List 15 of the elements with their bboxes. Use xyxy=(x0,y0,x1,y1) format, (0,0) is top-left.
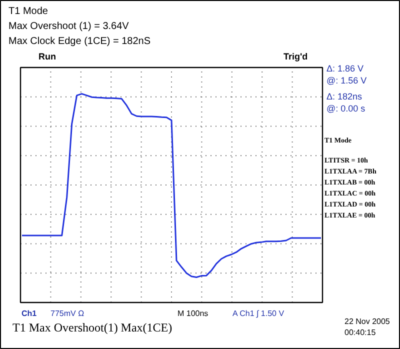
text: 775mV Ω xyxy=(50,309,84,318)
text: Run xyxy=(38,52,56,62)
text: Δ: 1.86 V xyxy=(326,64,364,74)
text: A Ch1 ∫ 1.50 V xyxy=(232,309,285,318)
text: Trig'd xyxy=(284,52,308,62)
text: @: 0.00 s xyxy=(326,104,366,114)
text: 00:40:15 xyxy=(344,328,376,337)
text: Δ: 182ns xyxy=(326,92,363,102)
chart-title: T1 Mode xyxy=(8,6,48,17)
text: T1 Max Overshoot(1) Max(1CE) xyxy=(12,320,172,334)
text: @: 1.56 V xyxy=(326,76,367,86)
text: Ch1 xyxy=(22,309,38,318)
text: 22 Nov 2005 xyxy=(344,317,390,326)
chart-subtitle: Max Overshoot (1) = 3.64V Max Clock Edge (1CE) = 182nS xyxy=(8,21,151,47)
text: M 100ns xyxy=(178,309,208,318)
